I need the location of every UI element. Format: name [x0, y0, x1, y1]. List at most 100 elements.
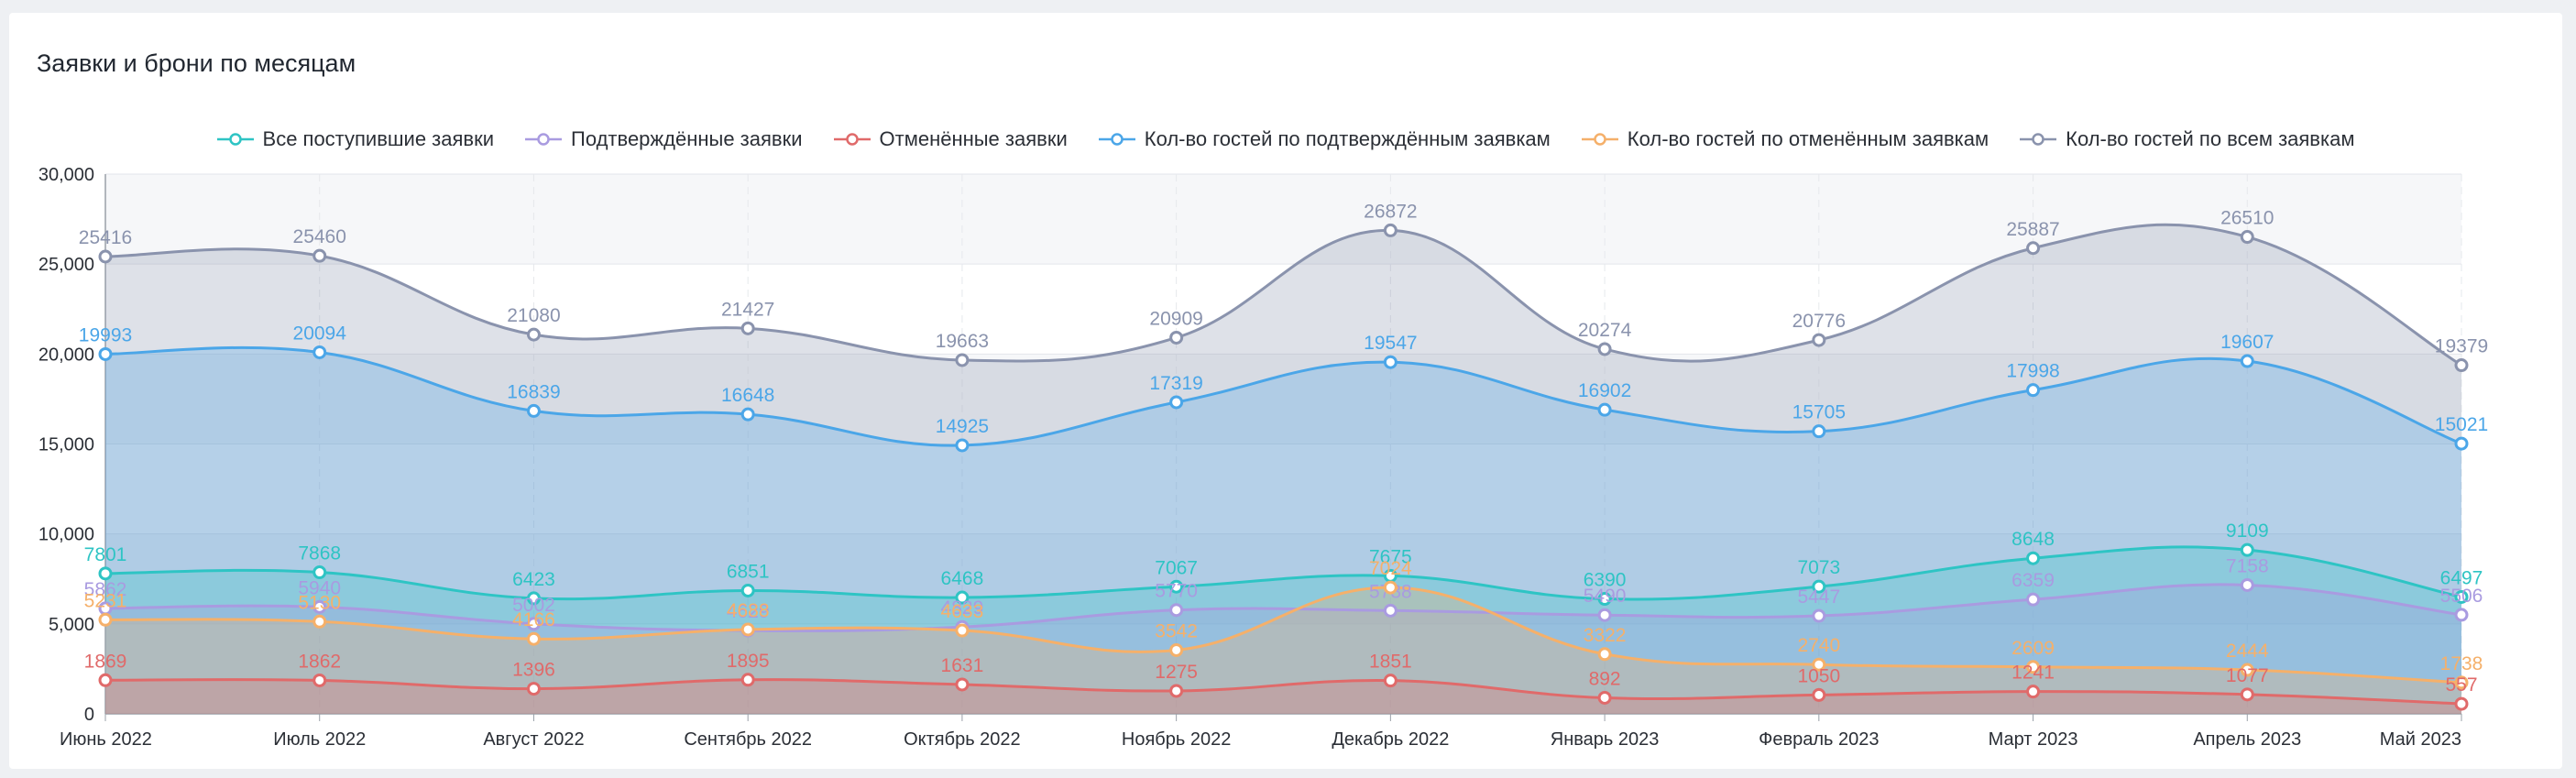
data-point	[2026, 685, 2041, 699]
legend-swatch	[833, 133, 871, 146]
data-point	[2026, 383, 2041, 398]
data-label: 21427	[721, 299, 774, 320]
legend-item-все-поступившие-заявки[interactable]: Все поступившие заявки	[216, 127, 494, 151]
data-label: 4688	[727, 600, 770, 621]
data-point	[1383, 603, 1398, 618]
data-point	[1169, 603, 1184, 618]
legend-swatch	[525, 133, 563, 146]
data-point	[2240, 687, 2254, 702]
data-point	[1383, 355, 1398, 369]
data-label: 7801	[84, 544, 127, 565]
data-label: 7158	[2226, 555, 2269, 576]
data-point	[1812, 333, 1826, 347]
data-point	[740, 583, 755, 597]
data-point	[1169, 330, 1184, 345]
data-point	[2240, 354, 2254, 368]
legend-item-отменённые-заявки[interactable]: Отменённые заявки	[833, 127, 1068, 151]
line-кол-во-гостей-по-всем-заявкам	[104, 223, 2462, 367]
legend-swatch	[1098, 133, 1135, 146]
data-label: 25887	[2006, 219, 2059, 240]
legend-item-кол-во-гостей-по-отменённым-заявкам[interactable]: Кол-во гостей по отменённым заявкам	[1581, 127, 1989, 151]
legend-swatch	[1581, 133, 1618, 146]
data-label: 15021	[2435, 414, 2488, 435]
data-label: 3542	[1155, 620, 1198, 641]
data-label: 4166	[512, 609, 555, 630]
legend-label: Кол-во гостей по всем заявкам	[2066, 127, 2355, 150]
data-label: 1050	[1797, 665, 1840, 686]
data-point	[526, 403, 541, 418]
data-point	[312, 614, 327, 629]
data-point	[2240, 663, 2254, 677]
data-label: 25416	[79, 227, 132, 248]
legend-item-кол-во-гостей-по-всем-заявкам[interactable]: Кол-во гостей по всем заявкам	[2020, 127, 2354, 151]
y-tick-label: 5,000	[49, 615, 94, 635]
legend-item-кол-во-гостей-по-подтверждённым-заявкам[interactable]: Кол-во гостей по подтверждённым заявкам	[1098, 127, 1551, 151]
data-point	[955, 623, 970, 638]
data-point	[2454, 589, 2469, 604]
data-point	[1597, 402, 1612, 417]
data-label: 1275	[1155, 662, 1198, 683]
data-label: 1738	[2440, 653, 2483, 674]
data-point	[1812, 424, 1826, 439]
data-point	[2026, 592, 2041, 607]
data-point	[2454, 436, 2469, 451]
data-label: 19607	[2220, 332, 2274, 353]
data-point	[2454, 696, 2469, 711]
data-point	[312, 599, 327, 614]
data-label: 1869	[84, 651, 127, 672]
legend-swatch	[216, 133, 254, 146]
plot-band	[105, 444, 2461, 534]
line-подтверждённые-заявки	[104, 583, 2462, 632]
data-label: 25460	[293, 226, 346, 247]
data-point	[1169, 684, 1184, 698]
data-point	[740, 673, 755, 687]
data-label: 19993	[79, 324, 132, 345]
data-label: 5506	[2440, 586, 2483, 607]
data-label: 1631	[941, 655, 984, 676]
chart-title: Заявки и брони по месяцам	[37, 49, 356, 77]
data-label: 26872	[1364, 201, 1417, 222]
data-label: 19547	[1364, 333, 1417, 354]
data-label: 7868	[298, 543, 341, 564]
data-label: 4629	[727, 601, 770, 622]
x-tick-label: Декабрь 2022	[1332, 729, 1449, 750]
data-label: 5940	[298, 577, 341, 598]
data-point	[2240, 230, 2254, 245]
data-point	[1812, 687, 1826, 702]
plot-band	[105, 354, 2461, 444]
x-tick-label: Май 2023	[2380, 729, 2461, 750]
data-point	[312, 248, 327, 263]
legend-item-подтверждённые-заявки[interactable]: Подтверждённые заявки	[525, 127, 803, 151]
area-все-поступившие-заявки	[105, 546, 2461, 714]
x-tick-label: Ноябрь 2022	[1122, 729, 1231, 750]
data-label: 2609	[2011, 638, 2055, 659]
series-group: 25416 25460 21080 21427 19663 20909 26872 20274…	[79, 201, 2488, 715]
data-point	[1597, 690, 1612, 705]
data-label: 14925	[936, 416, 989, 437]
data-point	[2240, 577, 2254, 592]
data-label: 20094	[293, 323, 347, 344]
plot-band	[105, 264, 2461, 355]
data-point	[312, 565, 327, 580]
data-label: 7067	[1155, 557, 1198, 578]
data-label: 7073	[1797, 557, 1840, 578]
legend-label: Кол-во гостей по подтверждённым заявкам	[1144, 127, 1551, 150]
x-tick-label: Апрель 2023	[2193, 729, 2301, 750]
x-tick-label: Август 2022	[483, 729, 584, 750]
data-label: 6390	[1584, 570, 1627, 591]
data-label: 6359	[2011, 570, 2055, 591]
line-все-поступившие-заявки	[104, 545, 2462, 601]
data-point	[955, 353, 970, 367]
x-tick-label: Сентябрь 2022	[684, 729, 812, 750]
data-point	[526, 591, 541, 606]
data-point	[1169, 395, 1184, 410]
x-tick-label: Март 2023	[1989, 729, 2078, 750]
legend-label: Отменённые заявки	[879, 127, 1068, 150]
data-label: 5862	[84, 579, 127, 600]
data-label: 6468	[941, 568, 984, 589]
data-point	[740, 321, 755, 335]
data-label: 4633	[941, 601, 984, 622]
data-point	[955, 590, 970, 605]
data-point	[98, 249, 113, 264]
